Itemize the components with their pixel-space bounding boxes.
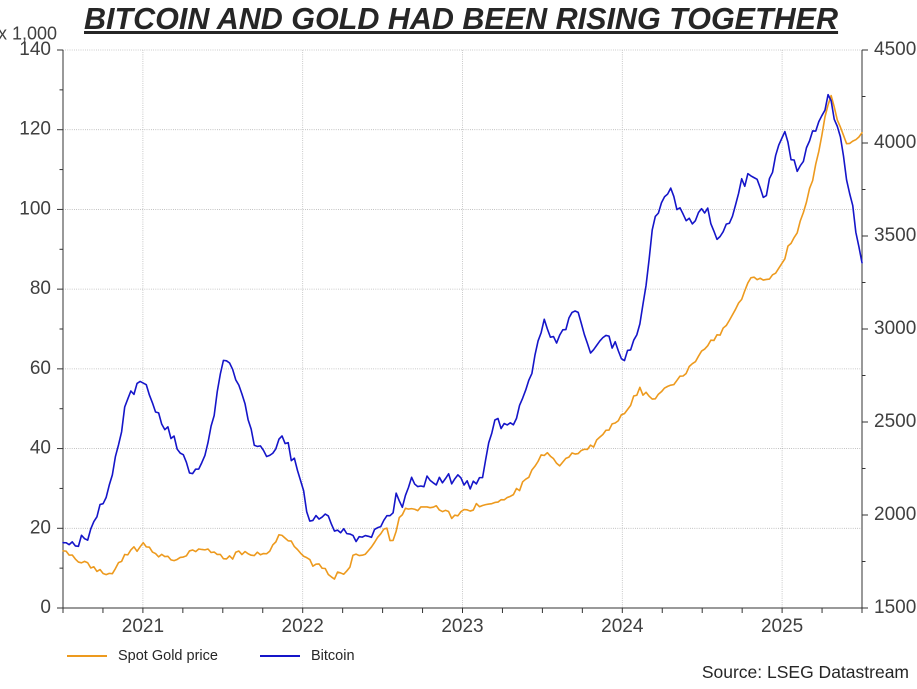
svg-text:2023: 2023 — [441, 616, 483, 637]
svg-text:0: 0 — [40, 597, 51, 618]
svg-text:2500: 2500 — [874, 411, 916, 432]
svg-text:4000: 4000 — [874, 132, 916, 153]
svg-text:2021: 2021 — [122, 616, 164, 637]
svg-text:40: 40 — [30, 438, 51, 459]
svg-text:4500: 4500 — [874, 39, 916, 60]
svg-text:x 1,000: x 1,000 — [0, 24, 57, 44]
svg-text:80: 80 — [30, 278, 51, 299]
svg-text:20: 20 — [30, 517, 51, 538]
svg-text:3000: 3000 — [874, 318, 916, 339]
svg-text:100: 100 — [19, 198, 51, 219]
svg-text:120: 120 — [19, 119, 51, 140]
svg-text:60: 60 — [30, 358, 51, 379]
svg-text:2025: 2025 — [761, 616, 803, 637]
svg-text:3500: 3500 — [874, 225, 916, 246]
svg-text:2000: 2000 — [874, 504, 916, 525]
svg-text:2024: 2024 — [601, 616, 644, 637]
svg-text:2022: 2022 — [282, 616, 324, 637]
svg-text:1500: 1500 — [874, 597, 916, 618]
